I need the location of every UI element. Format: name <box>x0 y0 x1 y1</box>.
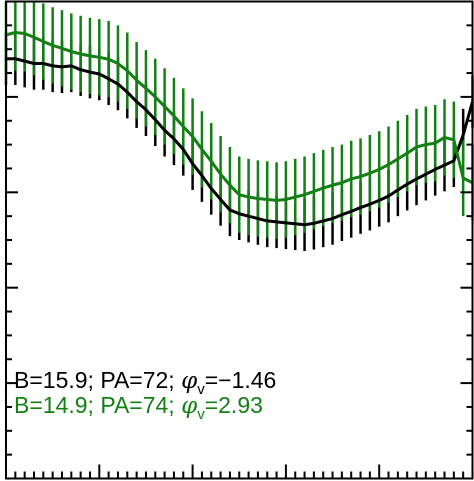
legend-entry-1-sub: v <box>197 381 205 398</box>
legend-entry-2-phi: φ <box>181 393 198 419</box>
legend-entry-2-sub: v <box>197 406 205 423</box>
plot-frame <box>5 0 474 480</box>
legend-entry-2-main: B=14.9; PA=74; <box>14 392 181 418</box>
series-line-2 <box>5 31 474 202</box>
legend-entry-1-tail: =−1.46 <box>205 367 277 393</box>
legend-entry-1: B=15.9; PA=72; φv=−1.46 <box>14 367 276 398</box>
axis-ticks <box>5 0 474 480</box>
series-line-1 <box>6 57 474 227</box>
legend-entry-2: B=14.9; PA=74; φv=2.93 <box>14 392 263 423</box>
legend-entry-1-main: B=15.9; PA=72; <box>14 367 181 393</box>
legend-entry-1-phi: φ <box>181 368 198 394</box>
legend-entry-2-tail: =2.93 <box>205 392 263 418</box>
legend: B=15.9; PA=72; φv=−1.46 B=14.9; PA=74; φ… <box>14 367 276 423</box>
series-lines <box>5 31 474 227</box>
